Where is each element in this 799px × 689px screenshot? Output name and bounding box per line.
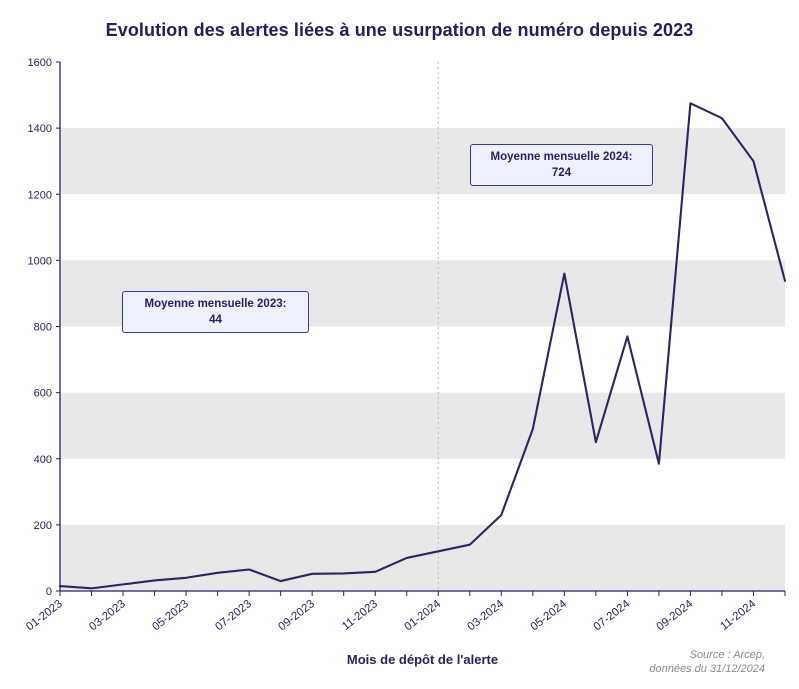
svg-text:200: 200 bbox=[34, 520, 52, 532]
svg-text:05-2023: 05-2023 bbox=[150, 598, 191, 633]
chart-title: Evolution des alertes liées à une usurpa… bbox=[105, 20, 694, 40]
source-note: Source : Arcep, données du 31/12/2024 bbox=[649, 648, 765, 677]
svg-text:400: 400 bbox=[34, 454, 52, 466]
svg-text:09-2023: 09-2023 bbox=[276, 598, 317, 633]
svg-text:11-2024: 11-2024 bbox=[718, 598, 758, 633]
annotation-avg-2023-label: Moyenne mensuelle 2023: bbox=[144, 298, 287, 310]
svg-text:11-2023: 11-2023 bbox=[340, 598, 380, 633]
annotation-avg-2024-value: 724 bbox=[551, 167, 572, 180]
annotation-avg-2023: Moyenne mensuelle 2023: 44 bbox=[122, 291, 309, 334]
svg-text:1200: 1200 bbox=[28, 189, 52, 201]
svg-text:600: 600 bbox=[34, 388, 52, 400]
svg-text:07-2024: 07-2024 bbox=[592, 598, 633, 634]
svg-text:800: 800 bbox=[34, 322, 52, 334]
svg-text:0: 0 bbox=[46, 586, 52, 598]
svg-text:01-2024: 01-2024 bbox=[402, 598, 443, 634]
annotation-avg-2024: Moyenne mensuelle 2024: 724 bbox=[470, 144, 653, 187]
svg-text:01-2023: 01-2023 bbox=[24, 598, 65, 633]
svg-text:05-2024: 05-2024 bbox=[529, 598, 570, 634]
annotation-avg-2023-value: 44 bbox=[209, 314, 222, 327]
svg-text:03-2024: 03-2024 bbox=[465, 598, 506, 634]
source-note-line2: données du 31/12/2024 bbox=[649, 663, 765, 676]
svg-text:07-2023: 07-2023 bbox=[213, 598, 254, 633]
svg-text:1600: 1600 bbox=[28, 57, 52, 69]
svg-text:1400: 1400 bbox=[28, 123, 52, 135]
svg-text:09-2024: 09-2024 bbox=[655, 598, 696, 634]
svg-text:1000: 1000 bbox=[28, 255, 52, 267]
svg-text:03-2023: 03-2023 bbox=[87, 598, 128, 633]
annotation-avg-2024-label: Moyenne mensuelle 2024: bbox=[490, 151, 633, 163]
x-axis-title: Mois de dépôt de l'alerte bbox=[346, 652, 499, 667]
source-note-line1: Source : Arcep, bbox=[689, 649, 765, 661]
